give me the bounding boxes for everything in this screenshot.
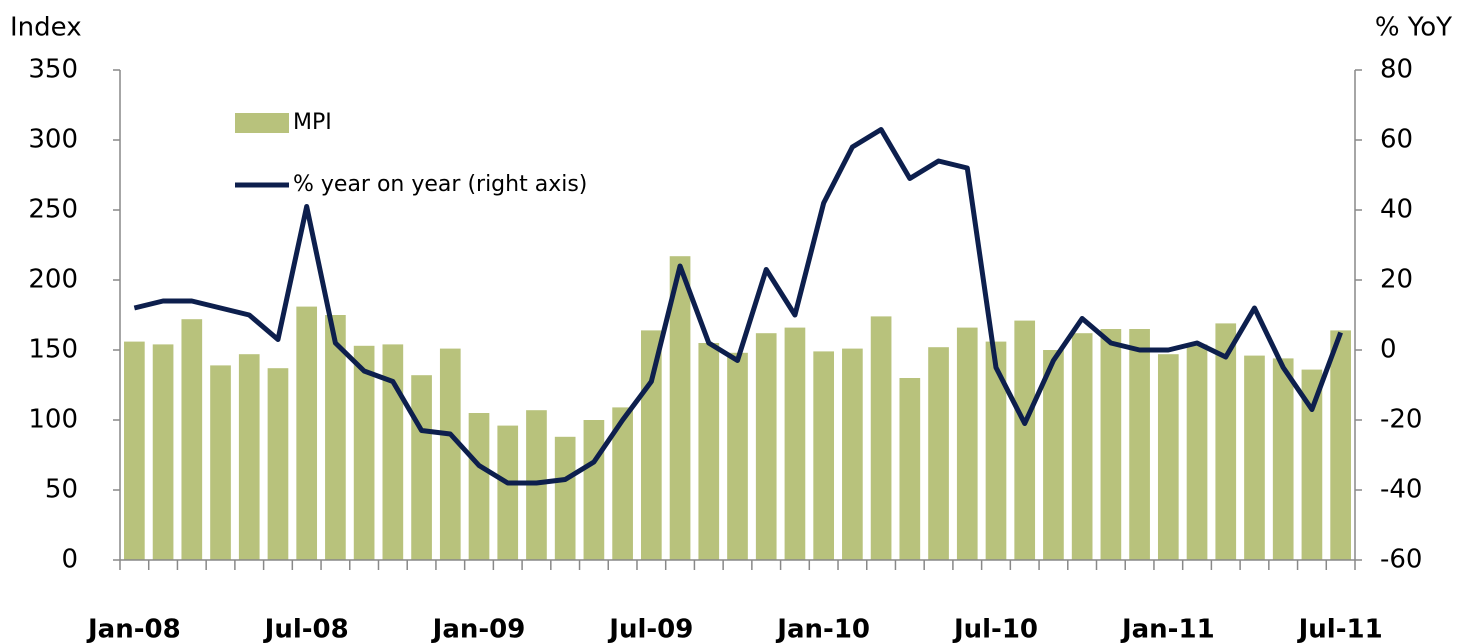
bar <box>181 319 203 560</box>
bar <box>583 420 605 560</box>
y-tick-label: 250 <box>28 195 78 225</box>
bar <box>842 348 863 560</box>
x-tick-label: Jan-10 <box>775 615 870 644</box>
bar <box>1301 369 1323 560</box>
bar <box>554 436 576 560</box>
bar <box>612 407 633 560</box>
bar <box>210 365 231 560</box>
bar <box>899 378 921 560</box>
bar <box>1330 330 1351 560</box>
bar <box>1186 344 1208 560</box>
y2-tick-label: -40 <box>1380 475 1422 505</box>
bar <box>124 341 145 560</box>
y-tick-label: 0 <box>61 545 78 575</box>
y-tick-label: 200 <box>28 265 78 295</box>
bar <box>468 413 490 560</box>
bar <box>1244 355 1265 560</box>
y-tick-label: 100 <box>28 405 78 435</box>
legend-swatch <box>235 113 289 133</box>
y-tick-label: 150 <box>28 335 78 365</box>
bar <box>1272 358 1294 560</box>
bar <box>698 343 720 560</box>
bar <box>1071 333 1093 560</box>
y2-tick-label: 20 <box>1380 265 1413 295</box>
x-tick-label: Jul-11 <box>1297 615 1383 644</box>
y-tick-label: 300 <box>28 125 78 155</box>
bar <box>1043 350 1064 560</box>
bar <box>928 347 949 560</box>
bar <box>813 351 835 560</box>
y-tick-label: 350 <box>28 55 78 85</box>
bar <box>325 315 346 560</box>
y-axis-label: Index <box>10 13 82 43</box>
bar <box>152 344 174 560</box>
bar <box>238 354 260 560</box>
x-tick-label: Jul-09 <box>607 615 693 644</box>
y-tick-label: 50 <box>45 475 78 505</box>
legend-label: % year on year (right axis) <box>293 172 587 197</box>
bar <box>267 368 289 560</box>
bar <box>1100 329 1122 560</box>
y2-tick-label: -60 <box>1380 545 1422 575</box>
line <box>133 127 1343 486</box>
x-tick-label: Jan-11 <box>1120 615 1215 644</box>
bar <box>1157 354 1179 560</box>
bar <box>956 327 978 560</box>
x-tick-label: Jan-08 <box>86 615 181 644</box>
bar <box>985 341 1007 560</box>
bar <box>870 316 892 560</box>
bar <box>1129 329 1150 560</box>
y2-axis-label: % YoY <box>1375 13 1452 43</box>
y2-tick-label: 80 <box>1380 55 1413 85</box>
bar <box>1014 320 1036 560</box>
bar <box>353 345 375 560</box>
y2-tick-label: 60 <box>1380 125 1413 155</box>
y2-tick-label: 40 <box>1380 195 1413 225</box>
bar <box>755 333 777 560</box>
bar <box>784 327 806 560</box>
legend-label: MPI <box>293 110 332 135</box>
bar <box>497 425 519 560</box>
bar <box>382 344 404 560</box>
bar <box>669 256 691 560</box>
x-tick-label: Jul-08 <box>263 615 349 644</box>
y2-tick-label: -20 <box>1380 405 1422 435</box>
bar <box>439 348 461 560</box>
bar <box>1215 323 1237 560</box>
bar <box>727 352 748 560</box>
bar <box>411 375 432 560</box>
x-tick-label: Jul-10 <box>952 615 1038 644</box>
x-tick-label: Jan-09 <box>431 615 526 644</box>
bar <box>296 306 318 560</box>
bar <box>640 330 662 560</box>
y2-tick-label: 0 <box>1380 335 1397 365</box>
